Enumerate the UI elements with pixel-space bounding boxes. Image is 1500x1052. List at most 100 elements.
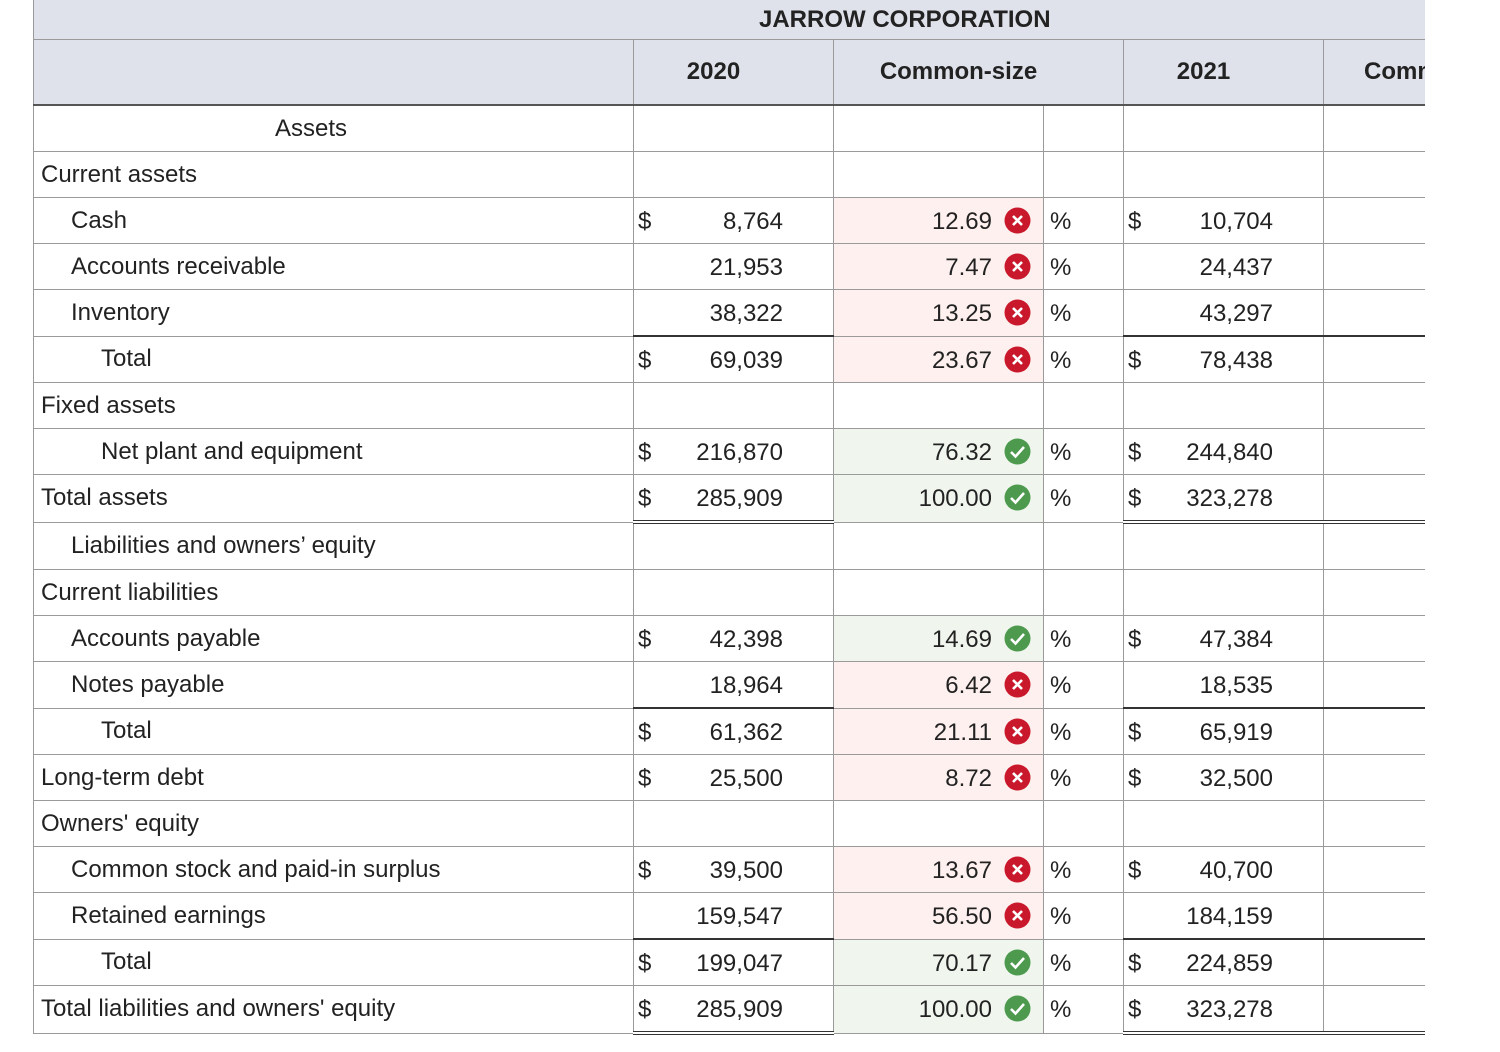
table-row: Retained earnings 159,547 56.50% 184,159 — [33, 892, 1425, 940]
row-label: Inventory — [33, 289, 634, 337]
row-label: Liabilities and owners’ equity — [33, 521, 634, 570]
percent-cell: % — [1043, 938, 1124, 986]
percent-cell: % — [1043, 474, 1124, 523]
amount: 224,859 — [1186, 950, 1273, 977]
common-size-cell — [1323, 846, 1425, 893]
amount: 65,919 — [1199, 719, 1273, 746]
common-size-cell: 21.11 — [833, 707, 1044, 755]
value-cell: $285,909 — [633, 985, 834, 1035]
amount: 18,964 — [709, 672, 783, 699]
header-common-size: Common-size — [833, 39, 1124, 106]
value-cell: $47,384 — [1123, 615, 1324, 662]
common-size-cell: 100.00 — [833, 474, 1044, 523]
currency: $ — [1128, 719, 1142, 746]
common-size-value: 8.72 — [945, 765, 992, 792]
table-row: Accounts payable $42,398 14.69% $47,384 — [33, 615, 1425, 662]
percent-sign: % — [1050, 672, 1072, 699]
common-size-cell — [1323, 428, 1425, 475]
row-label: Net plant and equipment — [33, 428, 634, 475]
amount: 285,909 — [696, 996, 783, 1023]
common-size-cell — [1323, 661, 1425, 709]
row-label: Retained earnings — [33, 892, 634, 940]
amount: 43,297 — [1199, 300, 1273, 327]
value-cell: 184,159 — [1123, 892, 1324, 940]
common-size-cell — [1323, 335, 1425, 383]
value-cell: $39,500 — [633, 846, 834, 893]
value-cell — [633, 800, 834, 847]
header-year: 2020 — [633, 39, 834, 106]
row-label: Long-term debt — [33, 754, 634, 801]
common-size-value: 56.50 — [931, 903, 992, 930]
table-row: Accounts receivable 21,953 7.47% 24,437 — [33, 243, 1425, 290]
amount: 25,500 — [709, 765, 783, 792]
common-size-value: 13.25 — [931, 300, 992, 327]
common-size-value: 13.67 — [931, 857, 992, 884]
common-size-cell: 76.32 — [833, 428, 1044, 475]
percent-sign: % — [1050, 949, 1072, 977]
value-cell — [633, 569, 834, 616]
header-blank — [33, 39, 634, 106]
percent-cell: % — [1043, 754, 1124, 801]
percent-cell — [1043, 521, 1124, 570]
currency: $ — [1128, 857, 1142, 884]
row-label: Notes payable — [33, 661, 634, 709]
currency: $ — [1128, 208, 1142, 235]
value-cell — [633, 104, 834, 152]
percent-cell: % — [1043, 985, 1124, 1034]
common-size-cell — [1323, 197, 1425, 244]
value-cell — [633, 382, 834, 429]
currency: $ — [638, 626, 652, 653]
table-row: Common stock and paid-in surplus $39,500 1… — [33, 846, 1425, 893]
currency: $ — [1128, 765, 1142, 792]
amount: 244,840 — [1186, 439, 1273, 466]
common-size-value: 23.67 — [931, 346, 992, 374]
row-label: Assets — [33, 104, 634, 152]
table-row: Liabilities and owners’ equity — [33, 521, 1425, 570]
value-cell: 18,964 — [633, 661, 834, 709]
common-size-cell: 6.42 — [833, 661, 1044, 709]
percent-sign: % — [1050, 626, 1072, 653]
currency: $ — [1128, 439, 1142, 466]
amount: 21,953 — [709, 254, 783, 281]
value-cell: $323,278 — [1123, 985, 1324, 1035]
currency: $ — [638, 347, 652, 374]
common-size-cell — [833, 382, 1044, 429]
percent-sign: % — [1050, 208, 1072, 235]
common-size-value: 76.32 — [931, 439, 992, 466]
incorrect-icon — [1004, 856, 1031, 883]
value-cell: $199,047 — [633, 938, 834, 986]
percent-sign: % — [1050, 765, 1072, 792]
percent-cell: % — [1043, 707, 1124, 755]
title: JARROW CORPORATION — [33, 0, 1425, 40]
row-label: Current liabilities — [33, 569, 634, 616]
currency: $ — [1128, 996, 1142, 1023]
percent-cell: % — [1043, 428, 1124, 475]
common-size-cell — [833, 104, 1044, 152]
percent-sign: % — [1050, 300, 1072, 327]
common-size-cell: 70.17 — [833, 938, 1044, 986]
incorrect-icon — [1004, 718, 1031, 744]
value-cell: $8,764 — [633, 197, 834, 244]
common-size-cell — [1323, 569, 1425, 616]
value-cell: 18,535 — [1123, 661, 1324, 709]
row-label: Owners' equity — [33, 800, 634, 847]
currency: $ — [638, 765, 652, 792]
table-row: Fixed assets — [33, 382, 1425, 429]
table-row: Owners' equity — [33, 800, 1425, 847]
currency: $ — [1128, 347, 1142, 374]
value-cell — [1123, 104, 1324, 152]
common-size-cell: 23.67 — [833, 335, 1044, 383]
common-size-cell — [1323, 243, 1425, 290]
value-cell: $10,704 — [1123, 197, 1324, 244]
value-cell — [1123, 521, 1324, 570]
common-size-cell — [1323, 104, 1425, 152]
correct-icon — [1004, 438, 1031, 465]
percent-cell — [1043, 151, 1124, 198]
value-cell: 43,297 — [1123, 289, 1324, 337]
percent-sign: % — [1050, 718, 1072, 746]
percent-cell: % — [1043, 243, 1124, 290]
value-cell: 21,953 — [633, 243, 834, 290]
currency: $ — [1128, 485, 1142, 512]
table-row: Current liabilities — [33, 569, 1425, 616]
